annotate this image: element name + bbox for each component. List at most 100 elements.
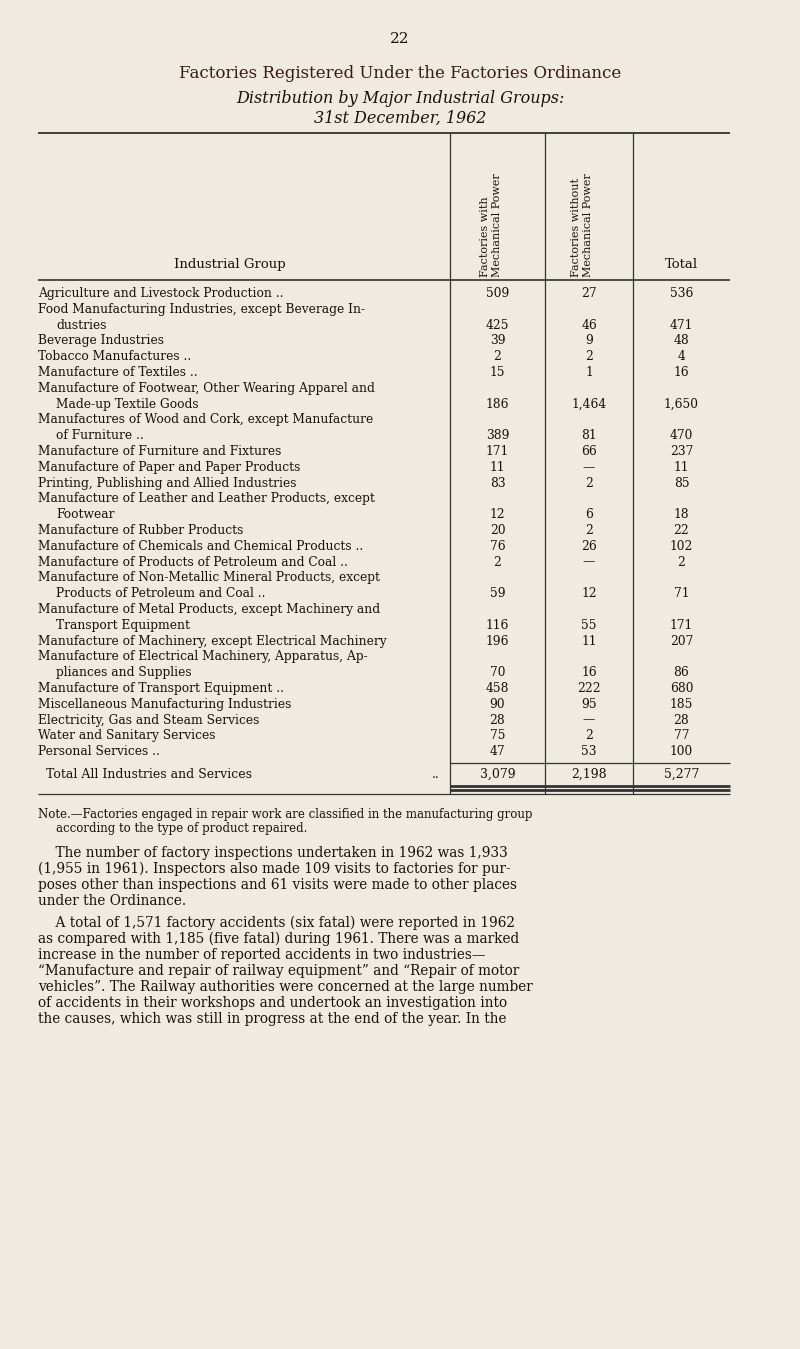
Text: Manufacture of Metal Products, except Machinery and: Manufacture of Metal Products, except Ma… (38, 603, 380, 616)
Text: —: — (583, 714, 595, 727)
Text: of accidents in their workshops and undertook an investigation into: of accidents in their workshops and unde… (38, 996, 507, 1010)
Text: Manufacture of Furniture and Fixtures: Manufacture of Furniture and Fixtures (38, 445, 282, 459)
Text: Factories Registered Under the Factories Ordinance: Factories Registered Under the Factories… (179, 65, 621, 82)
Text: Distribution by Major Industrial Groups:: Distribution by Major Industrial Groups: (236, 90, 564, 107)
Text: Manufacture of Electrical Machinery, Apparatus, Ap-: Manufacture of Electrical Machinery, App… (38, 650, 368, 664)
Text: under the Ordinance.: under the Ordinance. (38, 894, 186, 908)
Text: 86: 86 (674, 666, 690, 679)
Text: 2: 2 (494, 556, 502, 568)
Text: 81: 81 (581, 429, 597, 442)
Text: 186: 186 (486, 398, 510, 410)
Text: Water and Sanitary Services: Water and Sanitary Services (38, 730, 215, 742)
Text: Transport Equipment: Transport Equipment (56, 619, 190, 631)
Text: 53: 53 (582, 745, 597, 758)
Text: 2: 2 (585, 730, 593, 742)
Text: Manufacture of Chemicals and Chemical Products ..: Manufacture of Chemicals and Chemical Pr… (38, 540, 363, 553)
Text: 55: 55 (582, 619, 597, 631)
Text: Footwear: Footwear (56, 509, 114, 521)
Text: 47: 47 (490, 745, 506, 758)
Text: 3,079: 3,079 (480, 768, 515, 781)
Text: the causes, which was still in progress at the end of the year. In the: the causes, which was still in progress … (38, 1012, 506, 1025)
Text: 12: 12 (490, 509, 506, 521)
Text: 22: 22 (390, 32, 410, 46)
Text: 15: 15 (490, 366, 506, 379)
Text: Manufacture of Non-Metallic Mineral Products, except: Manufacture of Non-Metallic Mineral Prod… (38, 572, 380, 584)
Text: Manufactures of Wood and Cork, except Manufacture: Manufactures of Wood and Cork, except Ma… (38, 413, 374, 426)
Text: 11: 11 (674, 461, 690, 473)
Text: 2: 2 (678, 556, 686, 568)
Text: Food Manufacturing Industries, except Beverage In-: Food Manufacturing Industries, except Be… (38, 302, 365, 316)
Text: 11: 11 (490, 461, 506, 473)
Text: 5,277: 5,277 (664, 768, 699, 781)
Text: Manufacture of Machinery, except Electrical Machinery: Manufacture of Machinery, except Electri… (38, 634, 386, 648)
Text: 66: 66 (581, 445, 597, 459)
Text: 11: 11 (582, 634, 597, 648)
Text: 90: 90 (490, 697, 506, 711)
Text: 20: 20 (490, 523, 506, 537)
Text: 1,650: 1,650 (664, 398, 699, 410)
Text: Made-up Textile Goods: Made-up Textile Goods (56, 398, 198, 410)
Text: 16: 16 (674, 366, 690, 379)
Text: Miscellaneous Manufacturing Industries: Miscellaneous Manufacturing Industries (38, 697, 291, 711)
Text: 2: 2 (585, 523, 593, 537)
Text: according to the type of product repaired.: according to the type of product repaire… (56, 822, 307, 835)
Text: Beverage Industries: Beverage Industries (38, 335, 164, 348)
Text: 171: 171 (486, 445, 509, 459)
Text: —: — (583, 461, 595, 473)
Text: 185: 185 (670, 697, 693, 711)
Text: Manufacture of Leather and Leather Products, except: Manufacture of Leather and Leather Produ… (38, 492, 375, 506)
Text: 85: 85 (674, 476, 690, 490)
Text: 16: 16 (581, 666, 597, 679)
Text: 26: 26 (581, 540, 597, 553)
Text: 76: 76 (490, 540, 506, 553)
Text: 31st December, 1962: 31st December, 1962 (314, 111, 486, 127)
Text: 22: 22 (674, 523, 690, 537)
Text: pliances and Supplies: pliances and Supplies (56, 666, 192, 679)
Text: 389: 389 (486, 429, 510, 442)
Text: Tobacco Manufactures ..: Tobacco Manufactures .. (38, 351, 191, 363)
Text: Factories without: Factories without (571, 178, 581, 277)
Text: 2: 2 (585, 476, 593, 490)
Text: 46: 46 (581, 318, 597, 332)
Text: 2,198: 2,198 (571, 768, 607, 781)
Text: as compared with 1,185 (five fatal) during 1961. There was a marked: as compared with 1,185 (five fatal) duri… (38, 932, 519, 946)
Text: 116: 116 (486, 619, 509, 631)
Text: Printing, Publishing and Allied Industries: Printing, Publishing and Allied Industri… (38, 476, 297, 490)
Text: Mechanical Power: Mechanical Power (491, 173, 502, 277)
Text: 28: 28 (490, 714, 506, 727)
Text: vehicles”. The Railway authorities were concerned at the large number: vehicles”. The Railway authorities were … (38, 979, 533, 994)
Text: 222: 222 (577, 683, 601, 695)
Text: 28: 28 (674, 714, 690, 727)
Text: 83: 83 (490, 476, 506, 490)
Text: Manufacture of Textiles ..: Manufacture of Textiles .. (38, 366, 198, 379)
Text: increase in the number of reported accidents in two industries—: increase in the number of reported accid… (38, 948, 486, 962)
Text: Total All Industries and Services: Total All Industries and Services (46, 768, 252, 781)
Text: Manufacture of Rubber Products: Manufacture of Rubber Products (38, 523, 243, 537)
Text: 509: 509 (486, 287, 509, 299)
Text: 75: 75 (490, 730, 506, 742)
Text: 95: 95 (581, 697, 597, 711)
Text: 102: 102 (670, 540, 693, 553)
Text: of Furniture ..: of Furniture .. (56, 429, 144, 442)
Text: The number of factory inspections undertaken in 1962 was 1,933: The number of factory inspections undert… (38, 846, 508, 859)
Text: 425: 425 (486, 318, 510, 332)
Text: 27: 27 (581, 287, 597, 299)
Text: Industrial Group: Industrial Group (174, 258, 286, 271)
Text: 196: 196 (486, 634, 510, 648)
Text: 18: 18 (674, 509, 690, 521)
Text: (1,955 in 1961). Inspectors also made 109 visits to factories for pur-: (1,955 in 1961). Inspectors also made 10… (38, 862, 510, 877)
Text: “Manufacture and repair of railway equipment” and “Repair of motor: “Manufacture and repair of railway equip… (38, 963, 519, 978)
Text: Agriculture and Livestock Production ..: Agriculture and Livestock Production .. (38, 287, 283, 299)
Text: 207: 207 (670, 634, 693, 648)
Text: 1,464: 1,464 (571, 398, 606, 410)
Text: Products of Petroleum and Coal ..: Products of Petroleum and Coal .. (56, 587, 266, 600)
Text: Manufacture of Transport Equipment ..: Manufacture of Transport Equipment .. (38, 683, 284, 695)
Text: Note.—Factories engaged in repair work are classified in the manufacturing group: Note.—Factories engaged in repair work a… (38, 808, 533, 820)
Text: 471: 471 (670, 318, 693, 332)
Text: 6: 6 (585, 509, 593, 521)
Text: —: — (583, 556, 595, 568)
Text: Manufacture of Footwear, Other Wearing Apparel and: Manufacture of Footwear, Other Wearing A… (38, 382, 375, 395)
Text: Manufacture of Products of Petroleum and Coal ..: Manufacture of Products of Petroleum and… (38, 556, 348, 568)
Text: 70: 70 (490, 666, 506, 679)
Text: Manufacture of Paper and Paper Products: Manufacture of Paper and Paper Products (38, 461, 300, 473)
